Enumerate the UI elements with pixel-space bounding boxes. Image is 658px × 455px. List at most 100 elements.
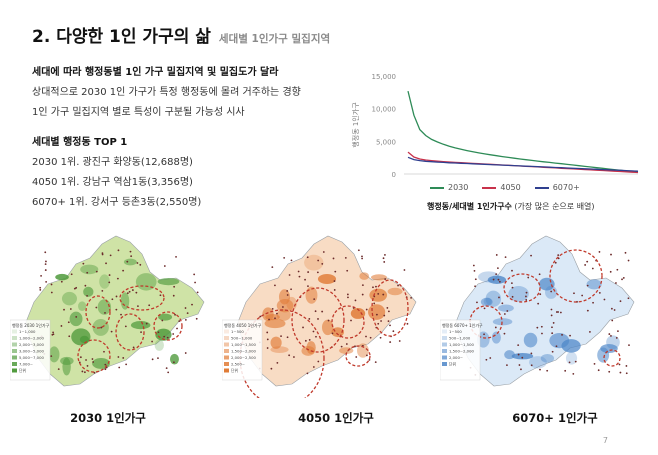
highlight-circle [603, 349, 621, 367]
map-dot [357, 249, 360, 252]
map-dot [111, 298, 114, 301]
map-district-patch [369, 288, 388, 302]
map-label-6070: 6070+ 1인가구 [512, 411, 598, 425]
map-dot [610, 307, 613, 310]
map-dot [382, 293, 385, 296]
map-dot [129, 250, 132, 253]
map-dot [492, 278, 495, 281]
map-dot [104, 363, 107, 366]
map-dot [403, 269, 406, 271]
map-dot [365, 308, 368, 311]
legend-item-6070: 6070+ [534, 183, 580, 192]
map-dot [617, 330, 619, 333]
map-dot [176, 327, 178, 330]
highlight-circle [119, 285, 165, 311]
map-district-patch [301, 345, 315, 356]
map-dot [86, 365, 89, 367]
map-dot [627, 259, 630, 262]
map-dot [92, 361, 95, 363]
map-dot [302, 326, 304, 329]
map-dot [286, 294, 289, 296]
map-dot [495, 254, 498, 256]
map-dot [266, 347, 269, 349]
map-dot [539, 293, 542, 296]
map-dot [268, 318, 270, 321]
map-dot [369, 336, 372, 339]
map-dot [151, 340, 154, 343]
map-dot [332, 257, 335, 260]
map-legend-swatch [12, 368, 17, 373]
map-dot [377, 322, 380, 325]
map-legend-swatch [442, 362, 447, 366]
map-dot [392, 330, 395, 333]
map-legend-swatch [12, 349, 17, 353]
map-dot [598, 291, 601, 294]
map-district-patch [491, 331, 501, 344]
map-district-patch [565, 351, 578, 365]
map-dot [117, 249, 120, 252]
map-dot [541, 332, 543, 335]
map-dot [266, 331, 269, 334]
map-dot [377, 292, 380, 295]
map-district-patch [321, 319, 334, 336]
map-dot [511, 269, 513, 272]
map-dot [384, 278, 387, 281]
map-dot [52, 331, 54, 334]
map-dot [551, 332, 554, 335]
map-legend-swatch [224, 355, 229, 360]
map-district-patch [157, 277, 180, 286]
map-district-patch [529, 356, 547, 369]
map-district-patch [158, 313, 173, 321]
map-dot [304, 278, 306, 281]
map-dot [375, 313, 378, 316]
map-dot [603, 298, 606, 301]
map-dot [517, 344, 520, 347]
map-district-patch [79, 335, 90, 344]
map-district-patch [387, 287, 403, 296]
map-legend-label: 1,000~2,000 [19, 336, 45, 341]
map-dot [334, 270, 337, 273]
map-district-patch [305, 286, 318, 304]
map-district-patch [270, 336, 282, 349]
map-dot [622, 277, 625, 279]
map-dot [184, 318, 187, 321]
map-dot [375, 285, 377, 288]
map-district-patch [276, 298, 294, 313]
map-district-patch [264, 318, 286, 329]
map-dot [151, 358, 154, 361]
map-dot [506, 310, 509, 312]
map-dot [388, 310, 390, 313]
map-dot [288, 274, 291, 276]
map-legend-label: 500~1,000 [231, 336, 253, 341]
map-district-patch [97, 299, 112, 315]
map-dot [591, 267, 594, 270]
map-dot [511, 286, 514, 289]
map-dot [126, 292, 129, 295]
map-dot [136, 262, 139, 264]
map-district-patch [304, 254, 324, 271]
map-dot [608, 370, 611, 373]
map-dot [101, 252, 104, 255]
map-legend-label: 1,500~2,000 [231, 349, 257, 354]
slide-subtitle: 세대별 1인가구 밀집지역 [218, 33, 331, 45]
map-dot [45, 260, 47, 263]
map-district-patch [597, 347, 610, 363]
map-dot [586, 260, 589, 263]
map-dot [280, 335, 282, 338]
map-dot [539, 368, 541, 371]
map-dot [593, 362, 596, 365]
map-district-patch [504, 350, 515, 360]
map-dot [555, 345, 558, 348]
map-dot [157, 357, 159, 359]
map-dot [172, 333, 175, 335]
map-dot [350, 319, 352, 322]
map-dot [474, 278, 477, 281]
map-dot [621, 278, 623, 281]
map-legend-label: 5,000~7,000 [19, 355, 45, 360]
map-dot [540, 325, 543, 328]
map-dot [559, 311, 562, 314]
map-dot [624, 251, 627, 254]
map-dot [83, 371, 86, 374]
